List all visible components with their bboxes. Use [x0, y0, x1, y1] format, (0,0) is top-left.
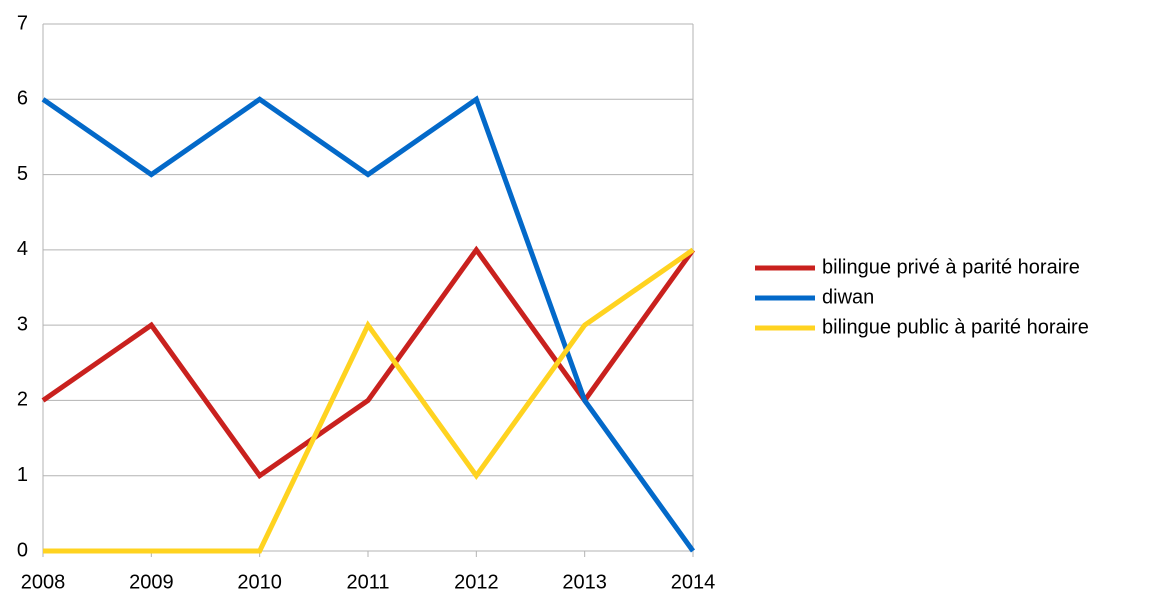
legend-label: bilingue public à parité horaire — [822, 316, 1089, 338]
y-tick-label: 0 — [17, 539, 28, 561]
y-tick-label: 7 — [17, 12, 28, 34]
y-tick-label: 2 — [17, 389, 28, 411]
x-tick-label: 2008 — [21, 571, 66, 593]
x-tick-label: 2009 — [129, 571, 174, 593]
y-tick-label: 5 — [17, 163, 28, 185]
legend-label: diwan — [822, 286, 874, 308]
y-tick-label: 3 — [17, 313, 28, 335]
y-tick-label: 6 — [17, 88, 28, 110]
x-tick-label: 2010 — [237, 571, 282, 593]
series-line — [41, 95, 696, 553]
series-line — [43, 247, 695, 554]
legend-label: bilingue privé à parité horaire — [822, 256, 1080, 278]
y-tick-label: 4 — [17, 238, 28, 260]
x-tick-label: 2013 — [562, 571, 607, 593]
y-tick-label: 1 — [17, 464, 28, 486]
x-tick-label: 2012 — [454, 571, 499, 593]
x-tick-label: 2011 — [346, 571, 389, 593]
x-tick-label: 2014 — [671, 571, 716, 593]
series-line — [41, 245, 696, 480]
